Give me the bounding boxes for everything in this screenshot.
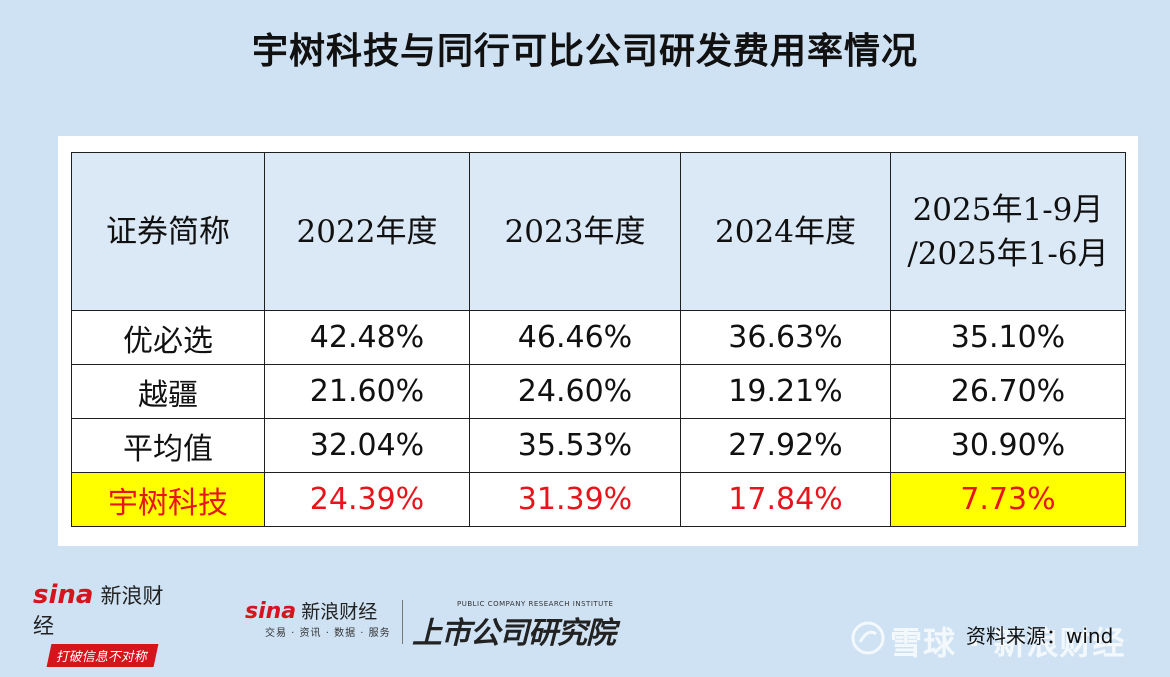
value-cell: 26.70% [890, 364, 1126, 419]
sina-services-text: 交易 · 资讯 · 数据 · 服务 [265, 628, 391, 639]
source-note: 资料来源：wind [966, 624, 1114, 648]
page-title: 宇树科技与同行可比公司研发费用率情况 [251, 31, 918, 72]
header-cell-2022: 2022年度 [264, 152, 470, 311]
value-cell: 24.39% [264, 472, 470, 527]
value-cell: 17.84% [680, 472, 891, 527]
value-cell: 36.63% [680, 310, 891, 365]
value-cell: 19.21% [680, 364, 891, 419]
rd-expense-table: 证券简称 2022年度 2023年度 2024年度 2025年1-9月 /202… [71, 152, 1126, 527]
value-cell: 24.60% [469, 364, 681, 419]
value-cell: 35.53% [469, 418, 681, 473]
header-cell-name: 证券简称 [71, 152, 265, 311]
table-row: 优必选 42.48% 46.46% 36.63% 35.10% [71, 310, 1126, 365]
value-cell: 32.04% [264, 418, 470, 473]
logo-divider [402, 600, 403, 644]
sina-brand-text: sina [245, 599, 297, 624]
value-cell: 35.10% [890, 310, 1126, 365]
sina-brand-text: sina [33, 580, 94, 610]
company-name: 优必选 [71, 310, 265, 365]
header-cell-2025: 2025年1-9月 /2025年1-6月 [890, 152, 1126, 311]
table-row-average: 平均值 32.04% 35.53% 27.92% 30.90% [71, 418, 1126, 473]
watermark-text: 雪球 · 新浪财经 [890, 624, 1126, 662]
table-header-row: 证券简称 2022年度 2023年度 2024年度 2025年1-9月 /202… [71, 152, 1126, 311]
institute-chinese-name: 上市公司研究院 [412, 616, 616, 651]
company-name: 越疆 [71, 364, 265, 419]
value-cell: 30.90% [890, 418, 1126, 473]
value-cell: 27.92% [680, 418, 891, 473]
value-cell: 7.73% [890, 472, 1126, 527]
table-panel: 证券简称 2022年度 2023年度 2024年度 2025年1-9月 /202… [58, 136, 1138, 546]
value-cell: 46.46% [469, 310, 681, 365]
sina-finance-name: 新浪财经 [301, 601, 378, 623]
value-cell: 42.48% [264, 310, 470, 365]
header-cell-2024: 2024年度 [680, 152, 891, 311]
research-institute-logo: PUBLIC COMPANY RESEARCH INSTITUTE 上市公司研究… [412, 600, 622, 651]
company-name: 宇树科技 [71, 472, 265, 527]
table-row-highlight: 宇树科技 24.39% 31.39% 17.84% 7.73% [71, 472, 1126, 527]
sina-finance-logo: sina 新浪财经 打破信息不对称 [33, 580, 183, 667]
table-row: 越疆 21.60% 24.60% 19.21% 26.70% [71, 364, 1126, 419]
snowball-watermark-icon [851, 621, 885, 655]
sina-finance-logo-2: sina 新浪财经 交易 · 资讯 · 数据 · 服务 [245, 597, 405, 647]
value-cell: 31.39% [469, 472, 681, 527]
sina-slogan: 打破信息不对称 [46, 644, 159, 667]
company-name: 平均值 [71, 418, 265, 473]
header-cell-2023: 2023年度 [469, 152, 681, 311]
sina-finance-name: 新浪财经 [33, 584, 164, 638]
value-cell: 21.60% [264, 364, 470, 419]
institute-english-name: PUBLIC COMPANY RESEARCH INSTITUTE [457, 600, 614, 608]
